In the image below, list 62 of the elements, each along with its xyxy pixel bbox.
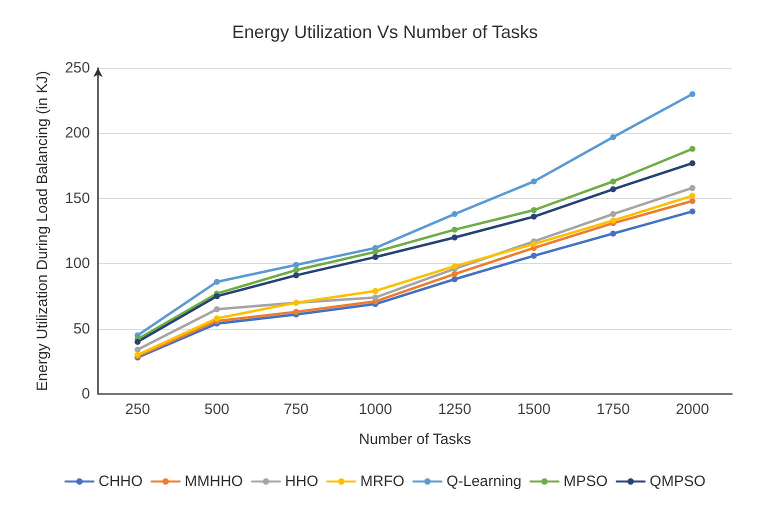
point — [610, 178, 616, 184]
point — [530, 241, 537, 248]
point — [214, 293, 220, 300]
point — [452, 271, 458, 278]
point — [372, 254, 378, 260]
y-tick-label: 200 — [64, 124, 90, 142]
point — [293, 272, 300, 278]
y-tick-label: 150 — [64, 190, 90, 207]
point — [610, 211, 616, 218]
chart-title: Energy Utilization Vs Number of Tasks — [232, 22, 538, 42]
point — [372, 288, 378, 294]
point — [530, 207, 537, 214]
y-tick-label: 50 — [73, 320, 90, 338]
point — [530, 178, 537, 184]
point — [372, 294, 378, 300]
y-tick-label: 250 — [64, 60, 90, 76]
y-axis-title: Energy Utilization During Load Balancing (in KJ) — [34, 70, 51, 392]
point — [689, 160, 696, 166]
point — [689, 91, 696, 98]
point — [293, 262, 300, 268]
point — [452, 263, 458, 270]
y-tick-label: 100 — [64, 255, 90, 272]
point — [610, 186, 616, 192]
x-axis-title: Number of Tasks — [358, 431, 472, 448]
point — [372, 248, 378, 255]
x-tick-label: 500 — [204, 401, 230, 418]
legend-label: Q-Learning — [446, 473, 522, 490]
x-tick-label: 1500 — [517, 401, 551, 418]
point — [452, 211, 458, 218]
x-tick-label: 1750 — [596, 401, 630, 418]
point — [530, 252, 537, 259]
point — [452, 226, 458, 233]
legend-label: HHO — [284, 473, 318, 490]
x-tick-label: 2000 — [676, 401, 710, 418]
x-tick-label: 250 — [125, 401, 150, 418]
legend-label: CHHO — [98, 473, 143, 490]
legend-label: QMPSO — [650, 473, 706, 490]
point — [214, 278, 220, 285]
x-tick-label: 1250 — [438, 401, 472, 418]
point — [134, 338, 141, 345]
point — [689, 208, 696, 214]
point — [293, 267, 300, 274]
legend-label: MRFO — [360, 473, 404, 490]
point — [452, 276, 458, 282]
point — [610, 218, 616, 224]
point — [293, 308, 300, 315]
x-tick-label: 1000 — [358, 401, 392, 418]
point — [689, 192, 696, 199]
point — [214, 306, 220, 312]
point — [610, 230, 616, 237]
point — [689, 146, 696, 152]
point — [134, 346, 141, 353]
point — [689, 198, 696, 204]
point — [689, 184, 696, 191]
y-tick-label: 0 — [82, 386, 90, 402]
point — [610, 134, 616, 140]
x-tick-label: 750 — [284, 401, 309, 418]
point — [530, 214, 537, 220]
point — [452, 234, 458, 241]
legend-label: MPSO — [564, 473, 608, 490]
point — [214, 315, 220, 322]
legend-label: MMHHO — [184, 473, 243, 490]
